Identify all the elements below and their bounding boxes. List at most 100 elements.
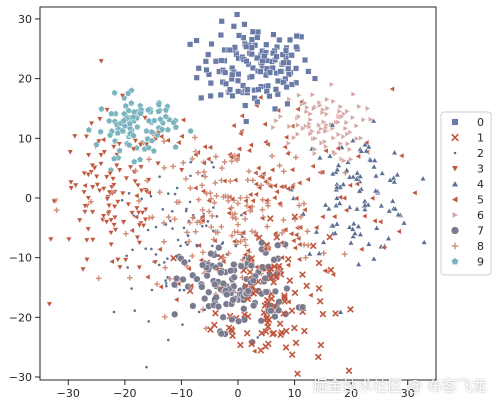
point-series-9 bbox=[144, 106, 152, 113]
point-series-8 bbox=[213, 153, 219, 160]
point-series-4 bbox=[340, 181, 347, 187]
point-series-1 bbox=[278, 329, 286, 336]
point-series-3 bbox=[110, 182, 117, 189]
point-series-8 bbox=[126, 274, 133, 281]
point-series-7 bbox=[193, 275, 201, 283]
point-series-5 bbox=[246, 204, 253, 211]
point-series-0 bbox=[203, 66, 210, 73]
legend-marker-7 bbox=[450, 226, 460, 235]
point-series-5 bbox=[205, 155, 211, 163]
point-series-4 bbox=[320, 238, 327, 245]
point-series-0 bbox=[272, 86, 279, 93]
point-series-2 bbox=[203, 308, 207, 312]
point-series-3 bbox=[142, 207, 149, 213]
point-series-7 bbox=[170, 281, 179, 289]
point-series-6 bbox=[306, 123, 313, 130]
point-series-5 bbox=[331, 213, 338, 220]
point-series-1 bbox=[210, 321, 218, 329]
point-series-7 bbox=[205, 288, 213, 296]
point-series-4 bbox=[347, 239, 355, 246]
point-series-9 bbox=[150, 117, 158, 124]
point-series-9 bbox=[162, 112, 170, 120]
point-series-5 bbox=[282, 226, 288, 233]
point-series-5 bbox=[411, 189, 418, 196]
point-series-6 bbox=[286, 96, 293, 103]
point-series-8 bbox=[229, 232, 235, 239]
point-series-4 bbox=[421, 238, 428, 245]
point-series-3 bbox=[113, 163, 120, 169]
point-series-5 bbox=[288, 230, 294, 237]
point-series-1 bbox=[266, 215, 274, 222]
point-series-5 bbox=[156, 246, 163, 253]
point-series-4 bbox=[346, 173, 353, 180]
point-series-5 bbox=[278, 183, 285, 190]
point-series-8 bbox=[213, 193, 220, 199]
point-series-6 bbox=[353, 122, 360, 129]
point-series-0 bbox=[243, 43, 250, 50]
point-series-7 bbox=[198, 283, 206, 291]
point-series-0 bbox=[285, 65, 292, 72]
point-series-1 bbox=[314, 353, 322, 361]
point-series-5 bbox=[244, 247, 251, 254]
point-series-8 bbox=[218, 223, 225, 230]
point-series-7 bbox=[240, 305, 248, 313]
point-series-0 bbox=[254, 54, 261, 61]
point-series-2 bbox=[112, 310, 116, 314]
point-series-0 bbox=[222, 69, 229, 76]
point-series-8 bbox=[246, 168, 252, 175]
point-series-5 bbox=[281, 183, 288, 190]
point-series-1 bbox=[255, 234, 263, 242]
point-series-4 bbox=[333, 194, 341, 201]
point-series-2 bbox=[161, 208, 165, 211]
point-series-4 bbox=[394, 171, 401, 178]
point-series-5 bbox=[290, 237, 297, 244]
point-series-3 bbox=[76, 217, 83, 224]
point-series-4 bbox=[322, 201, 329, 208]
point-series-5 bbox=[377, 218, 383, 225]
point-series-7 bbox=[219, 279, 228, 288]
point-series-3 bbox=[103, 219, 110, 226]
point-series-0 bbox=[240, 82, 247, 89]
legend-marker-6 bbox=[452, 211, 459, 219]
point-series-7 bbox=[275, 306, 283, 314]
point-series-7 bbox=[223, 290, 231, 299]
point-series-3 bbox=[67, 149, 74, 156]
point-series-4 bbox=[367, 156, 374, 163]
point-series-9 bbox=[114, 129, 122, 137]
point-series-0 bbox=[235, 71, 242, 78]
point-series-7 bbox=[230, 273, 238, 281]
point-series-0 bbox=[272, 105, 279, 112]
point-series-6 bbox=[300, 125, 307, 132]
point-series-5 bbox=[285, 298, 292, 305]
point-series-4 bbox=[365, 143, 372, 150]
point-series-1 bbox=[212, 309, 219, 317]
point-series-7 bbox=[271, 312, 279, 321]
point-series-5 bbox=[259, 174, 265, 181]
point-series-8 bbox=[206, 208, 212, 215]
point-series-2 bbox=[150, 288, 154, 292]
point-series-6 bbox=[312, 146, 319, 153]
point-series-2 bbox=[204, 224, 208, 227]
point-series-0 bbox=[265, 82, 272, 89]
point-series-2 bbox=[147, 320, 151, 323]
point-series-5 bbox=[173, 296, 179, 303]
point-series-9 bbox=[170, 119, 177, 126]
point-series-4 bbox=[391, 149, 398, 155]
point-series-6 bbox=[341, 157, 347, 164]
point-series-9 bbox=[126, 120, 134, 127]
point-series-3 bbox=[131, 178, 139, 185]
point-series-5 bbox=[291, 244, 298, 252]
point-series-6 bbox=[307, 110, 314, 118]
point-series-2 bbox=[176, 238, 180, 242]
point-series-0 bbox=[266, 69, 273, 76]
point-series-1 bbox=[282, 344, 290, 351]
point-series-5 bbox=[252, 191, 259, 198]
point-series-6 bbox=[291, 134, 298, 141]
point-series-8 bbox=[228, 205, 235, 211]
point-series-8 bbox=[275, 267, 281, 274]
point-series-1 bbox=[315, 284, 323, 292]
point-series-0 bbox=[202, 58, 209, 65]
y-tick-label: 20 bbox=[18, 73, 32, 86]
point-series-8 bbox=[259, 206, 266, 213]
point-series-1 bbox=[267, 274, 275, 282]
